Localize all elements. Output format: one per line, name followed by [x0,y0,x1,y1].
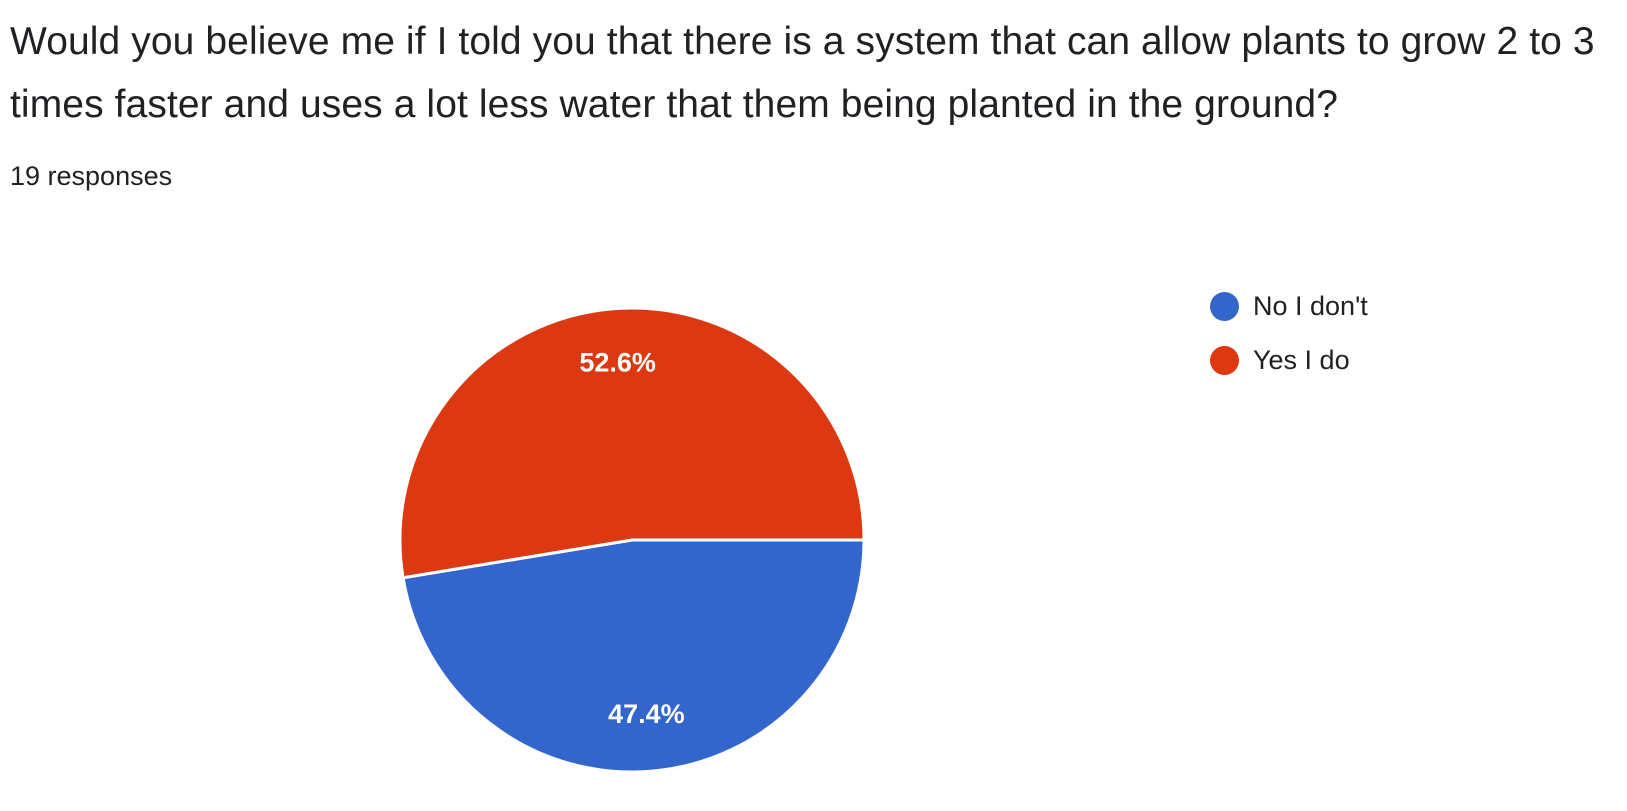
pie-slices [398,306,866,774]
legend-swatch-no [1210,291,1239,321]
pie-slice-1[interactable] [398,306,866,580]
legend-swatch-yes [1210,345,1239,375]
legend-label-no: No I don't [1253,290,1368,321]
pie-labels: 47.4% 52.6% [579,347,684,728]
pie-slice-label-1: 52.6% [579,347,656,377]
pie-slice-label-0: 47.4% [608,699,685,729]
legend-item-yes[interactable]: Yes I do [1210,342,1368,378]
legend: No I don't Yes I do [1210,288,1368,396]
legend-item-no[interactable]: No I don't [1210,288,1368,324]
response-count: 19 responses [10,161,173,191]
pie-slice-0[interactable] [401,538,866,774]
question-title: Would you believe me if I told you that … [10,20,1595,126]
legend-label-yes: Yes I do [1253,344,1350,375]
